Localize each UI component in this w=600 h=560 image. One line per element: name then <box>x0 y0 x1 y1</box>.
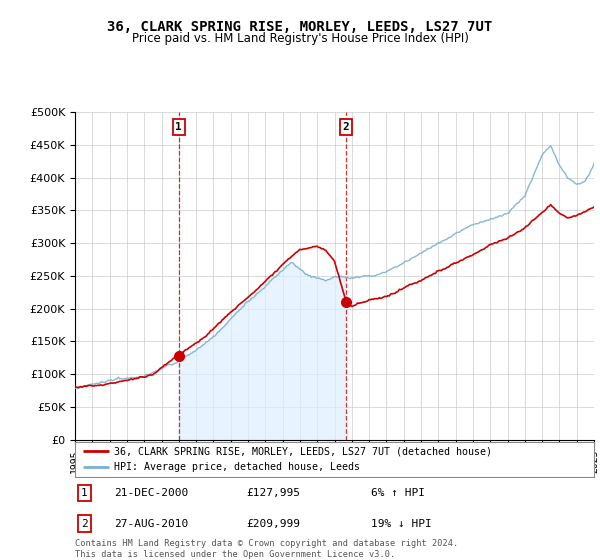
Text: HPI: Average price, detached house, Leeds: HPI: Average price, detached house, Leed… <box>114 463 360 473</box>
Text: 36, CLARK SPRING RISE, MORLEY, LEEDS, LS27 7UT (detached house): 36, CLARK SPRING RISE, MORLEY, LEEDS, LS… <box>114 446 492 456</box>
Text: 2: 2 <box>81 519 88 529</box>
Text: 19% ↓ HPI: 19% ↓ HPI <box>371 519 431 529</box>
Text: 2: 2 <box>343 122 349 132</box>
Text: 1: 1 <box>175 122 182 132</box>
Text: 1: 1 <box>81 488 88 498</box>
Text: £209,999: £209,999 <box>246 519 300 529</box>
Text: Contains HM Land Registry data © Crown copyright and database right 2024.
This d: Contains HM Land Registry data © Crown c… <box>75 539 458 559</box>
Text: 21-DEC-2000: 21-DEC-2000 <box>114 488 188 498</box>
Text: 27-AUG-2010: 27-AUG-2010 <box>114 519 188 529</box>
Text: £127,995: £127,995 <box>246 488 300 498</box>
Text: 36, CLARK SPRING RISE, MORLEY, LEEDS, LS27 7UT: 36, CLARK SPRING RISE, MORLEY, LEEDS, LS… <box>107 20 493 34</box>
Text: 6% ↑ HPI: 6% ↑ HPI <box>371 488 425 498</box>
Text: Price paid vs. HM Land Registry's House Price Index (HPI): Price paid vs. HM Land Registry's House … <box>131 32 469 45</box>
